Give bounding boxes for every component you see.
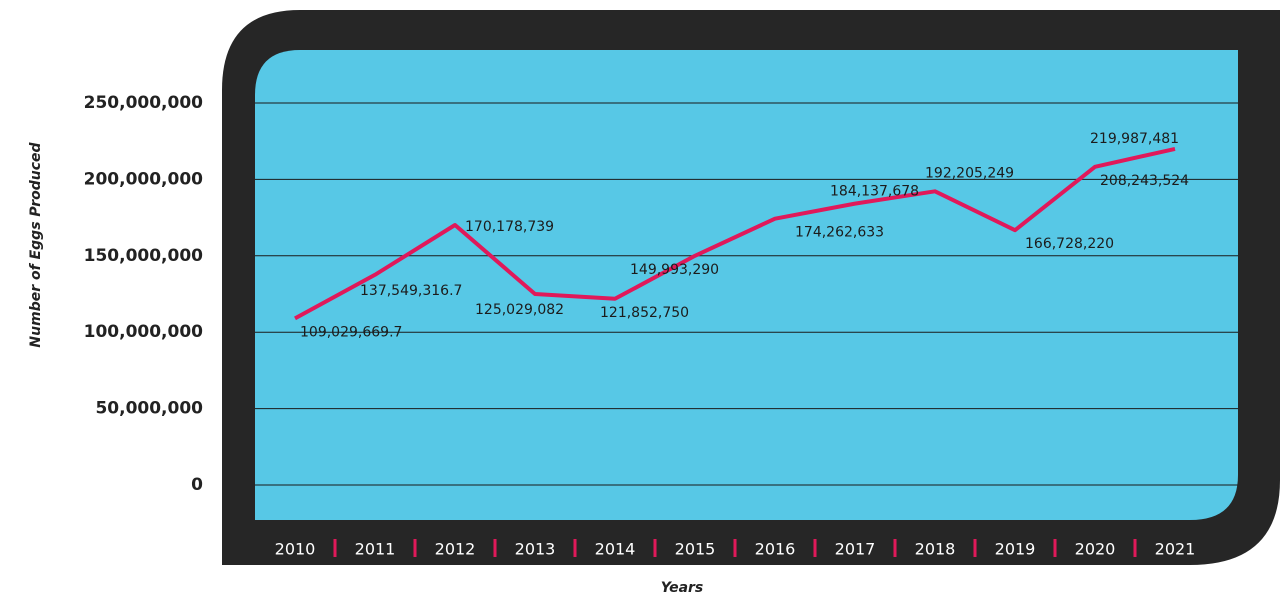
separator — [733, 539, 737, 557]
value-label: 192,205,249 — [925, 165, 1014, 181]
separator — [413, 539, 417, 557]
x-tick-label: 2017 — [835, 540, 876, 559]
x-axis-title: Years — [661, 580, 704, 596]
value-label: 149,993,290 — [630, 262, 719, 278]
value-label: 219,987,481 — [1090, 131, 1179, 147]
separator — [333, 539, 337, 557]
x-tick-label: 2013 — [515, 540, 556, 559]
x-tick-label: 2016 — [755, 540, 796, 559]
separator — [1133, 539, 1137, 557]
x-tick-label: 2015 — [675, 540, 716, 559]
y-tick-label: 150,000,000 — [84, 246, 204, 266]
value-label: 184,137,678 — [830, 184, 919, 200]
value-label: 121,852,750 — [600, 305, 689, 321]
x-tick-label: 2020 — [1075, 540, 1116, 559]
y-tick-label: 50,000,000 — [95, 399, 203, 419]
x-tick-label: 2021 — [1155, 540, 1196, 559]
y-tick-label: 100,000,000 — [84, 322, 204, 342]
separator — [573, 539, 577, 557]
x-tick-label: 2018 — [915, 540, 956, 559]
x-tick-label: 2012 — [435, 540, 476, 559]
x-tick-label: 2014 — [595, 540, 636, 559]
x-tick-label: 2010 — [275, 540, 316, 559]
y-tick-label: 250,000,000 — [84, 93, 204, 113]
data-line — [294, 146, 1176, 321]
y-tick-label: 200,000,000 — [84, 169, 204, 189]
x-tick-label: 2011 — [355, 540, 396, 559]
separator — [653, 539, 657, 557]
separator — [973, 539, 977, 557]
plot-background — [255, 50, 1238, 520]
value-label: 137,549,316.7 — [360, 283, 462, 299]
separator — [893, 539, 897, 557]
value-label: 170,178,739 — [465, 219, 554, 235]
x-tick-label: 2019 — [995, 540, 1036, 559]
value-label: 109,029,669.7 — [300, 324, 402, 340]
separator — [813, 539, 817, 557]
y-axis-title: Number of Eggs Produced — [28, 141, 44, 347]
y-tick-label: 0 — [191, 475, 203, 495]
value-label: 166,728,220 — [1025, 236, 1114, 252]
separator — [493, 539, 497, 557]
value-label: 208,243,524 — [1100, 173, 1189, 189]
value-label: 125,029,082 — [475, 302, 564, 318]
separator — [1053, 539, 1057, 557]
value-label: 174,262,633 — [795, 225, 884, 241]
